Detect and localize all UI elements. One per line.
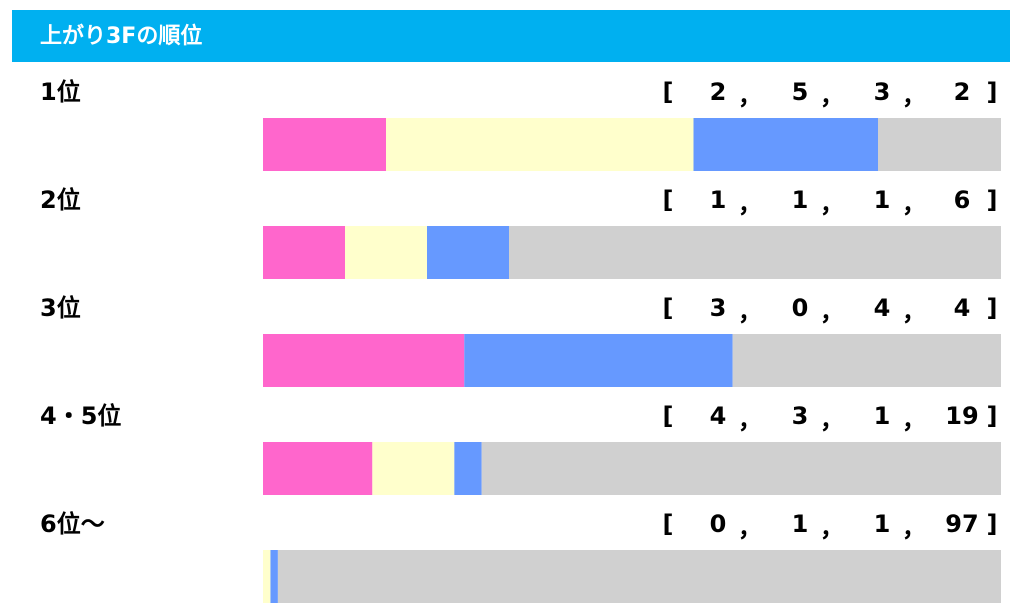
separator: ， (902, 406, 926, 434)
count-label: 2 (954, 78, 971, 106)
bar-segment (263, 334, 465, 387)
bar-segment (263, 442, 373, 495)
count-label: 1 (710, 186, 727, 214)
separator: ， (738, 406, 762, 434)
separator: ， (902, 190, 926, 218)
separator: ， (820, 406, 844, 434)
separator: ， (820, 82, 844, 110)
bar-segment (454, 442, 482, 495)
header-title: 上がり3Fの順位 (40, 23, 202, 49)
bar-segment (270, 550, 278, 603)
separator: ， (738, 82, 762, 110)
bar-segment (345, 226, 427, 279)
row-label: 2位 (40, 186, 81, 214)
count-label: 4 (710, 402, 727, 430)
count-label: 97 (945, 510, 978, 538)
bracket: ] (987, 294, 998, 322)
bracket: ] (987, 510, 998, 538)
bar-segment (277, 550, 1002, 603)
header-bar (12, 10, 1010, 62)
count-label: 1 (792, 186, 809, 214)
count-label: 1 (792, 510, 809, 538)
row-label: 4・5位 (40, 402, 121, 430)
bar-segment (878, 118, 1001, 171)
row-label: 6位～ (40, 510, 105, 538)
bar-segment (509, 226, 1001, 279)
bar-segment (386, 118, 694, 171)
count-label: 19 (945, 402, 978, 430)
bar-segment (427, 226, 509, 279)
count-label: 6 (954, 186, 971, 214)
separator: ， (902, 82, 926, 110)
count-label: 4 (874, 294, 891, 322)
separator: ， (902, 298, 926, 326)
bar-segment (732, 334, 1001, 387)
bracket: ] (987, 78, 998, 106)
separator: ， (902, 514, 926, 542)
bar-segment (693, 118, 878, 171)
bar-segment (481, 442, 1002, 495)
separator: ， (738, 298, 762, 326)
count-label: 1 (874, 510, 891, 538)
count-label: 2 (710, 78, 727, 106)
bracket: [ (663, 186, 674, 214)
separator: ， (820, 298, 844, 326)
count-label: 4 (954, 294, 971, 322)
bracket: [ (663, 510, 674, 538)
bracket: [ (663, 294, 674, 322)
bar-segment (263, 226, 345, 279)
bar-segment (263, 550, 271, 603)
count-label: 0 (792, 294, 809, 322)
bar-segment (464, 334, 733, 387)
separator: ， (738, 190, 762, 218)
row-label: 1位 (40, 78, 81, 106)
bar-segment (263, 118, 386, 171)
count-label: 3 (874, 78, 891, 106)
row-label: 3位 (40, 294, 81, 322)
bar-segment (372, 442, 455, 495)
count-label: 1 (874, 186, 891, 214)
bracket: ] (987, 186, 998, 214)
bracket: [ (663, 78, 674, 106)
count-label: 1 (874, 402, 891, 430)
bracket: [ (663, 402, 674, 430)
bracket: ] (987, 402, 998, 430)
count-label: 3 (792, 402, 809, 430)
count-label: 5 (792, 78, 809, 106)
separator: ， (738, 514, 762, 542)
count-label: 3 (710, 294, 727, 322)
separator: ， (820, 514, 844, 542)
count-label: 0 (710, 510, 727, 538)
separator: ， (820, 190, 844, 218)
